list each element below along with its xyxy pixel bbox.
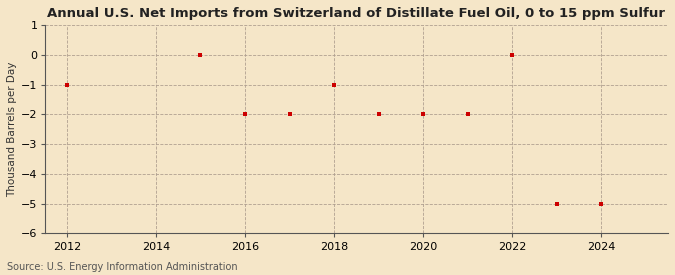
Y-axis label: Thousand Barrels per Day: Thousand Barrels per Day bbox=[7, 62, 17, 197]
Title: Annual U.S. Net Imports from Switzerland of Distillate Fuel Oil, 0 to 15 ppm Sul: Annual U.S. Net Imports from Switzerland… bbox=[47, 7, 666, 20]
Text: Source: U.S. Energy Information Administration: Source: U.S. Energy Information Administ… bbox=[7, 262, 238, 272]
